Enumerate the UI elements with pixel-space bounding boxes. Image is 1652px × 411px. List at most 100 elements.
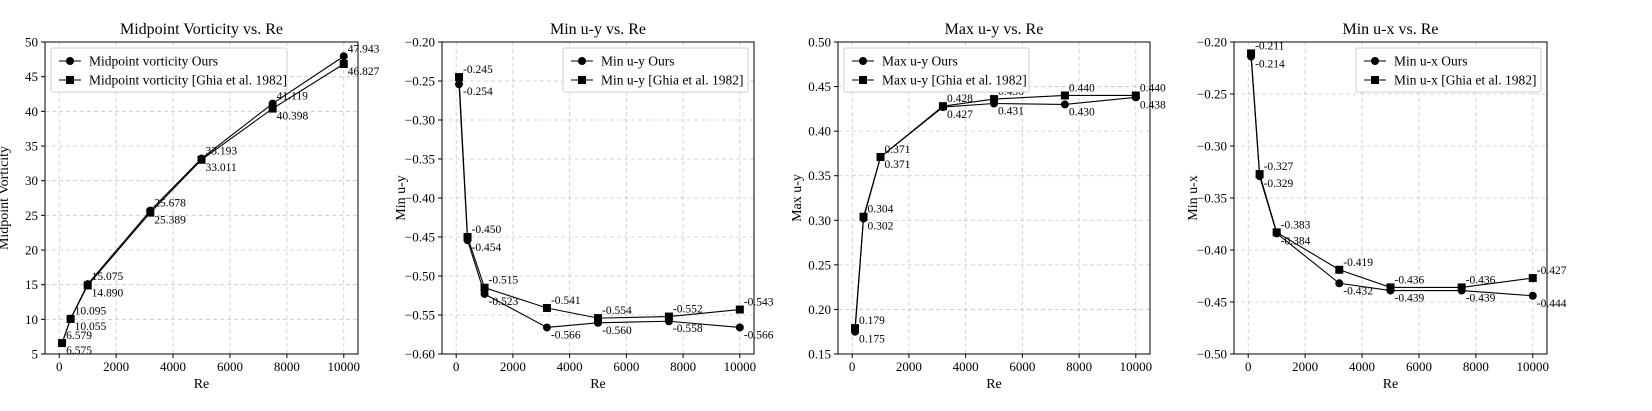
y-tick-label: 20	[25, 243, 38, 258]
legend-item: Min u-x [Ghia et al. 1982]	[1364, 73, 1536, 88]
x-tick-label: 6000	[1406, 359, 1432, 374]
legend-label: Min u-y Ours	[601, 54, 675, 69]
legend-item: Midpoint vorticity Ours	[59, 54, 218, 69]
x-axis-label: Re	[590, 377, 606, 392]
data-label: 15.075	[92, 271, 124, 283]
series-ghia: 6.575 10.055 14.890 25.389 33.011 40.398 46.82…	[58, 59, 380, 357]
data-point	[876, 152, 885, 161]
data-label: -0.439	[1466, 293, 1496, 305]
data-point	[1335, 265, 1344, 274]
data-label: 33.011	[206, 162, 237, 174]
data-point	[938, 102, 947, 111]
x-tick-label: 10000	[1120, 359, 1153, 374]
x-tick-label: 8000	[274, 359, 300, 374]
x-tick-label: 2000	[500, 359, 526, 374]
y-tick-label: −0.25	[1197, 87, 1227, 102]
legend: Midpoint vorticity Ours Midpoint vorticit…	[50, 47, 288, 93]
data-label: 0.371	[885, 159, 911, 171]
data-label: 14.890	[92, 287, 124, 299]
data-label: 0.430	[1069, 106, 1095, 118]
data-point	[542, 303, 551, 312]
x-tick-label: 6000	[217, 359, 243, 374]
x-tick-label: 0	[849, 359, 856, 374]
data-label: -0.329	[1264, 178, 1294, 190]
data-label: -0.214	[1255, 59, 1285, 71]
series-line	[458, 84, 740, 329]
data-label: 40.398	[277, 111, 309, 123]
legend-label: Min u-x [Ghia et al. 1982]	[1394, 73, 1536, 88]
x-tick-label: 4000	[1349, 359, 1375, 374]
data-point	[542, 323, 551, 332]
x-axis-label: Re	[194, 377, 210, 392]
series-ours: -0.254 -0.454 -0.523 -0.566 -0.560 -0.558 -0.5…	[455, 80, 774, 341]
data-label: -0.327	[1264, 161, 1294, 173]
data-point	[58, 339, 67, 348]
y-tick-label: 30	[25, 173, 38, 188]
data-point	[735, 323, 744, 332]
x-tick-label: 0	[453, 359, 460, 374]
y-tick-label: −0.35	[1197, 191, 1227, 206]
legend-box	[843, 47, 1030, 93]
x-tick-label: 2000	[103, 359, 129, 374]
x-tick-label: 4000	[557, 359, 583, 374]
data-label: 6.579	[66, 330, 92, 342]
y-tick-label: −0.50	[405, 269, 435, 284]
series-line	[61, 63, 345, 344]
plot-frame	[44, 41, 359, 355]
data-label: 0.302	[868, 221, 894, 233]
data-label: -0.419	[1343, 257, 1373, 269]
data-point	[1060, 91, 1069, 100]
data-point	[1386, 283, 1395, 292]
data-label: 0.179	[859, 315, 885, 327]
x-tick-label: 0	[56, 359, 63, 374]
data-point	[1255, 170, 1264, 179]
data-label: -0.436	[1466, 274, 1496, 286]
legend-marker	[859, 76, 867, 84]
legend-marker	[66, 57, 74, 65]
data-label: 47.943	[348, 43, 380, 55]
data-label: -0.566	[744, 329, 774, 341]
y-tick-label: −0.25	[405, 74, 435, 89]
data-label: -0.432	[1343, 285, 1373, 297]
series-ghia: -0.245 -0.450 -0.515 -0.541 -0.554 -0.552 -0.5…	[455, 64, 774, 323]
data-label: -0.541	[551, 295, 581, 307]
grid-lines	[45, 41, 358, 355]
data-label: -0.384	[1281, 235, 1311, 247]
y-tick-label: −0.40	[405, 191, 435, 206]
data-label: -0.254	[463, 86, 493, 98]
data-point	[851, 324, 860, 333]
chart-title: Max u-y vs. Re	[945, 21, 1044, 38]
legend-item: Min u-y [Ghia et al. 1982]	[571, 73, 743, 88]
data-label: 0.371	[885, 144, 911, 156]
y-tick-label: 0.25	[808, 257, 831, 272]
x-axis-label: Re	[1383, 377, 1399, 392]
legend-item: Min u-x Ours	[1364, 54, 1468, 69]
y-tick-label: 0.40	[808, 124, 831, 139]
data-point	[859, 212, 868, 221]
data-label: 0.440	[1140, 82, 1166, 94]
data-point	[1528, 274, 1537, 283]
data-point	[339, 52, 348, 61]
x-tick-label: 6000	[613, 359, 639, 374]
legend-label: Midpoint vorticity [Ghia et al. 1982]	[89, 73, 287, 88]
chart-panel-1: 0 2000 4000 6000 8000 10000 5 10 15 20 25 30 35 40 45 5…	[0, 21, 380, 392]
data-label: -0.444	[1537, 298, 1567, 310]
y-tick-label: −0.30	[1197, 139, 1227, 154]
data-label: 0.440	[1069, 82, 1095, 94]
data-point	[990, 95, 998, 104]
x-tick-label: 4000	[160, 359, 186, 374]
y-tick-label: 0.50	[808, 35, 831, 50]
data-label: -0.439	[1395, 293, 1425, 305]
plot-frame	[1233, 41, 1548, 355]
legend-marker	[578, 76, 586, 84]
legend-box	[1355, 47, 1542, 93]
y-tick-label: 35	[25, 139, 38, 154]
y-tick-label: 10	[25, 312, 38, 327]
y-tick-label: 5	[32, 347, 39, 362]
data-label: 25.389	[154, 215, 186, 227]
series-line	[854, 94, 1136, 329]
legend-label: Min u-x Ours	[1394, 54, 1468, 69]
y-axis-label: Min u-y	[394, 175, 409, 221]
data-point	[1335, 279, 1344, 288]
plot-frame	[441, 41, 755, 355]
